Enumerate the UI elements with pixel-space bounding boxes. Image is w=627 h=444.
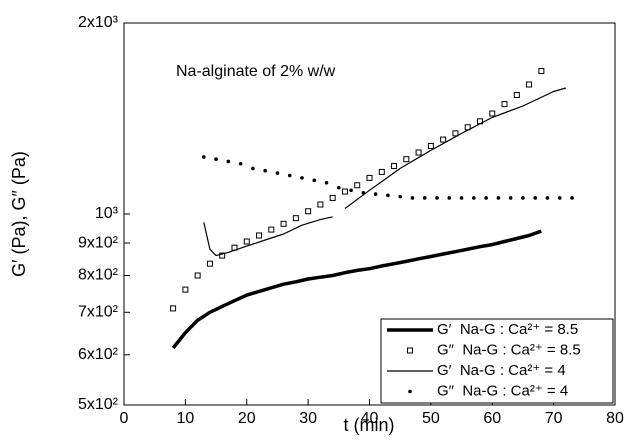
marker [386, 193, 390, 198]
marker [300, 176, 304, 180]
marker [287, 173, 292, 178]
x-tick-label: 70 [545, 410, 563, 427]
marker [472, 196, 476, 200]
x-tick-label: 80 [606, 410, 624, 427]
marker [459, 196, 464, 200]
marker [378, 168, 385, 175]
marker [206, 260, 213, 267]
y-axis-label: G′ (Pa), G″ (Pa) [9, 151, 29, 277]
marker [354, 182, 361, 189]
marker [440, 136, 447, 143]
marker [513, 92, 520, 99]
y-tick-label: 7x10² [78, 304, 119, 321]
legend-label: G″ Na-G : Ca²⁺ = 8.5 [437, 341, 581, 358]
marker [508, 196, 513, 200]
marker [398, 194, 402, 199]
x-tick-label: 10 [176, 410, 194, 427]
marker [268, 226, 275, 233]
marker [256, 232, 263, 239]
marker [170, 305, 177, 312]
marker [329, 194, 336, 201]
legend-swatch [407, 347, 413, 354]
legend-label: G″ Na-G : Ca²⁺ = 4 [437, 382, 568, 399]
x-tick-label: 0 [120, 410, 129, 427]
y-tick-label: 6x10² [78, 346, 119, 363]
x-tick-label: 20 [238, 410, 256, 427]
annotation: Na-alginate of 2% w/w [176, 63, 336, 80]
marker [391, 163, 398, 170]
marker [263, 168, 267, 173]
legend-label: G′ Na-G : Ca²⁺ = 8.5 [437, 321, 578, 338]
marker [275, 171, 280, 175]
marker [337, 185, 341, 190]
marker [447, 196, 452, 200]
marker [361, 190, 366, 195]
marker [238, 161, 243, 166]
marker [251, 166, 255, 171]
marker [219, 252, 226, 259]
y-tick-label: 10³ [95, 205, 119, 222]
marker [366, 174, 373, 181]
marker [489, 110, 496, 117]
marker [410, 196, 415, 200]
marker [403, 156, 410, 163]
marker [317, 201, 324, 208]
marker [312, 178, 317, 183]
y-tick-label: 9x10² [78, 234, 119, 251]
marker [422, 196, 427, 200]
marker [538, 68, 545, 75]
marker [496, 196, 501, 200]
marker [545, 196, 550, 200]
marker [427, 142, 434, 149]
series-line [171, 229, 542, 350]
marker [373, 192, 378, 196]
x-tick-label: 40 [361, 410, 379, 427]
marker [214, 157, 218, 162]
marker [484, 196, 488, 200]
marker [501, 101, 508, 108]
legend-swatch [408, 389, 412, 394]
marker [243, 238, 250, 245]
marker [194, 272, 201, 279]
marker [280, 220, 287, 227]
x-tick-label: 50 [422, 410, 440, 427]
marker [557, 196, 562, 200]
legend-box [380, 318, 614, 404]
marker [201, 155, 206, 159]
marker [182, 286, 189, 293]
marker [305, 208, 312, 215]
y-tick-label: 8x10² [78, 267, 119, 284]
y-tick-label: 5x10² [78, 396, 119, 413]
marker [226, 159, 231, 164]
marker [533, 196, 538, 200]
marker [526, 81, 533, 88]
marker [324, 180, 329, 185]
marker [349, 188, 353, 193]
marker [435, 196, 439, 200]
marker [415, 149, 422, 156]
legend-label: G′ Na-G : Ca²⁺ = 4 [437, 362, 566, 379]
x-axis-label: t (min) [344, 415, 395, 435]
marker [341, 188, 348, 195]
series-line [203, 87, 567, 257]
x-tick-label: 30 [299, 410, 317, 427]
y-tick-label: 2x10³ [78, 14, 119, 31]
marker [570, 196, 574, 200]
marker [521, 196, 525, 200]
x-tick-label: 60 [483, 410, 501, 427]
marker [292, 215, 299, 222]
marker [452, 130, 459, 137]
